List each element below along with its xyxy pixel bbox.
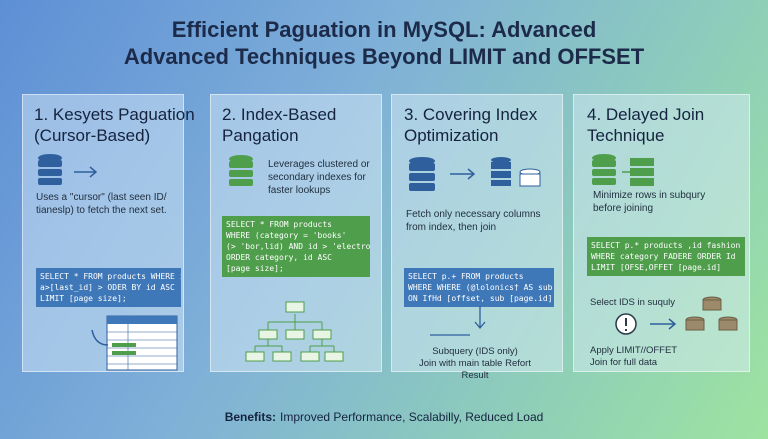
text-line: (Cursor-Based) xyxy=(34,126,151,145)
text-line: Uses a "cursor" (last seen ID/ xyxy=(36,192,167,203)
text-line: SELECT * FROM products xyxy=(226,220,332,229)
text-line: WHERE category FADERE ORDER Id xyxy=(591,252,736,261)
text-line: Advanced Techniques Beyond LIMIT and OFF… xyxy=(123,44,645,69)
text-line: WHERE WHERE (@lolonics† AS sub xyxy=(408,283,553,292)
code-block: SELECT * FROM products WHERE id a>[last_i… xyxy=(36,268,181,307)
panel-notes: Apply LIMIT//OFFET Join for full data xyxy=(590,345,677,369)
arrow xyxy=(91,329,109,346)
text-line: Minimize rows in subqury xyxy=(593,190,706,201)
text-line: Fetch only necessary columns xyxy=(406,209,541,220)
panel-description: Minimize rows in subqury before joining xyxy=(593,189,705,215)
panel-description: Leverages clustered or secondary indexes … xyxy=(268,158,370,197)
text-line: (> 'bor,lid) AND id > 'electrofc&_id] xyxy=(226,242,370,251)
text-line: before joining xyxy=(593,203,654,214)
database-icon xyxy=(38,154,62,185)
text-line: 2. Index-Based xyxy=(222,105,337,124)
text-line: faster lookups xyxy=(268,185,331,196)
database-icon xyxy=(491,157,541,187)
text-line: from index, then join xyxy=(406,222,497,233)
text-line: 4. Delayed Join xyxy=(587,105,705,124)
text-line: LIMIT [page size]; xyxy=(40,294,127,303)
text-line: Technique xyxy=(587,126,665,145)
text-line: Leverages clustered or xyxy=(268,159,370,170)
text-line: ORDER category, id ASC xyxy=(226,253,332,262)
text-line: LIMIT [OFSE,OFFET [page.id] xyxy=(591,263,722,272)
database-icon xyxy=(592,154,616,185)
text-line: Pangation xyxy=(222,126,299,145)
table-icon xyxy=(106,315,178,371)
database-icon xyxy=(229,155,253,186)
rows-icon xyxy=(630,158,654,186)
arrow xyxy=(430,306,486,336)
text-line: 1. Kesyets Paguation xyxy=(34,105,195,124)
footer-text: Improved Performance, Scalabilly, Reduce… xyxy=(280,410,544,424)
code-block: SELECT * FROM products WHERE (category = … xyxy=(222,216,370,277)
text-line: secondary indexes for xyxy=(268,172,366,183)
text-line: ON IfHd [offset, sub [page.id] xyxy=(408,294,553,303)
text-line: 3. Covering Index xyxy=(404,105,538,124)
text-line: Join with main table Refort xyxy=(419,358,531,369)
title: Efficient Paguation in MySQL: Advanced Ad… xyxy=(0,16,768,70)
panel-description: Uses a "cursor" (last seen ID/tianeslp) … xyxy=(36,191,167,217)
panel-description: Fetch only necessary columns from index, … xyxy=(406,208,541,234)
tree-icon xyxy=(245,301,344,362)
panel-notes: Subquery (IDS only) Join with main table … xyxy=(405,346,545,382)
panel-note: Select IDS in suquly xyxy=(590,297,676,308)
code-block: SELECT p.* products ,id fashion WHERE cat… xyxy=(587,237,745,276)
arrow xyxy=(74,166,98,178)
panel-heading: 3. Covering Index Optimization xyxy=(404,104,537,146)
arrow xyxy=(650,318,677,330)
arrow xyxy=(450,168,476,180)
text-line: SELECT p.+ FROM products xyxy=(408,272,524,281)
text-line: SELECT p.* products ,id fashion xyxy=(591,241,741,250)
panel-heading: 2. Index-Based Pangation xyxy=(222,104,336,146)
text-line: tianeslp) to fetch the next set. xyxy=(36,205,167,216)
panel-heading: 1. Kesyets Paguation (Cursor-Based) xyxy=(34,104,195,146)
database-icon xyxy=(409,157,435,191)
text-line: Apply LIMIT//OFFET xyxy=(590,345,678,356)
warning-icon xyxy=(615,313,637,335)
text-line: Efficient Paguation in MySQL: Advanced xyxy=(171,17,597,42)
panel xyxy=(391,94,563,372)
text-line: WHERE (category = 'books' xyxy=(226,231,347,240)
text-line: Subquery (IDS only) xyxy=(432,346,518,357)
text-line: Result xyxy=(461,370,489,381)
footer: Benefits: Improved Performance, Scalabill… xyxy=(0,410,768,424)
text-line: [page size]; xyxy=(226,264,284,273)
text-line: Optimization xyxy=(404,126,499,145)
text-line: a>[last_id] > ODER BY id ASC xyxy=(40,283,175,292)
code-block: SELECT p.+ FROM products WHERE WHERE (@lo… xyxy=(404,268,554,307)
text-line: SELECT * FROM products WHERE id xyxy=(40,272,181,281)
panel-heading: 4. Delayed Join Technique xyxy=(587,104,704,146)
footer-label: Benefits: xyxy=(224,410,277,424)
database-stack xyxy=(685,296,738,331)
text-line: Join for full data xyxy=(590,357,658,368)
